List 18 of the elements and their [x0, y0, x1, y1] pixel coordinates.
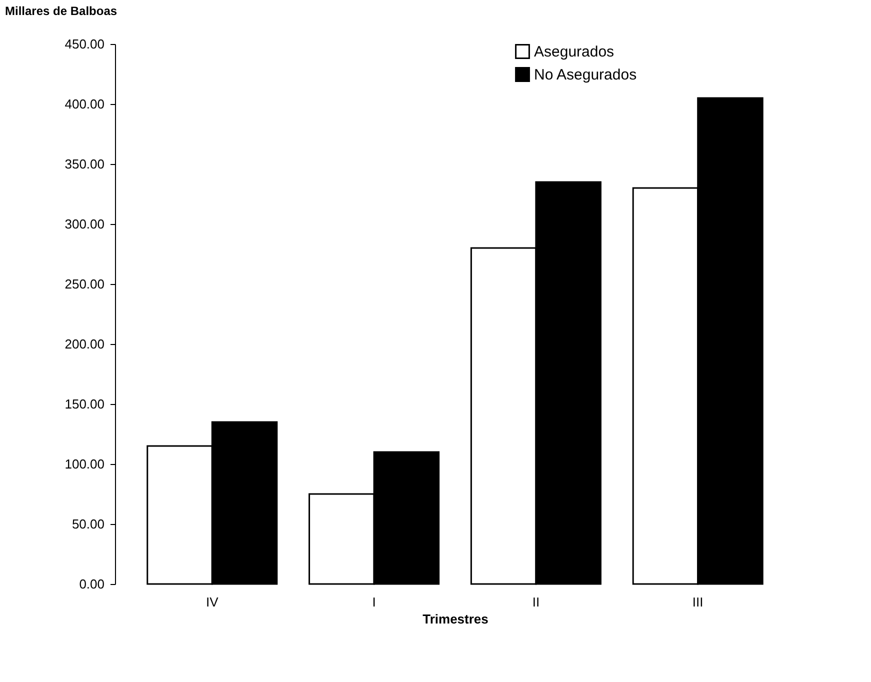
y-tick-label: 350.00 [64, 156, 104, 172]
y-tick-label: 400.00 [64, 96, 104, 112]
x-axis-title: Trimestres [422, 612, 488, 626]
y-tick-label: 0.00 [79, 576, 104, 592]
y-axis-title: Millares de Balboas [5, 4, 118, 18]
legend-label: Asegurados [534, 44, 614, 60]
x-tick-label: I [372, 594, 376, 610]
y-tick-label: 300.00 [64, 216, 104, 232]
y-tick-label: 150.00 [64, 396, 104, 412]
y-tick-label: 450.00 [64, 36, 104, 52]
x-tick-label: IV [206, 594, 219, 610]
x-tick-label: II [532, 594, 540, 610]
y-tick-label: 100.00 [64, 456, 104, 472]
y-tick-label: 250.00 [64, 276, 104, 292]
x-tick-label: III [692, 594, 704, 610]
legend-label: No Asegurados [534, 66, 637, 84]
y-tick-label: 200.00 [64, 336, 104, 352]
y-tick-label: 50.00 [72, 516, 104, 532]
